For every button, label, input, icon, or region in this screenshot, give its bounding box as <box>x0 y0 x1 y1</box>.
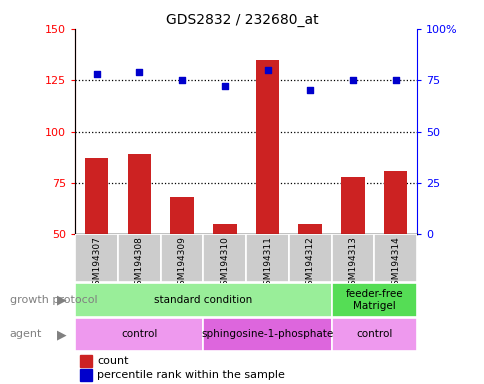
Text: GSM194314: GSM194314 <box>391 236 399 291</box>
Bar <box>127 154 151 234</box>
Text: GSM194310: GSM194310 <box>220 236 229 291</box>
Point <box>348 77 356 83</box>
Bar <box>383 170 407 234</box>
Bar <box>118 234 160 282</box>
Text: ▶: ▶ <box>57 293 67 306</box>
Point <box>263 67 271 73</box>
Bar <box>374 234 416 282</box>
Bar <box>212 224 236 234</box>
Bar <box>160 234 203 282</box>
Text: growth protocol: growth protocol <box>10 295 97 305</box>
Bar <box>80 369 92 381</box>
Text: percentile rank within the sample: percentile rank within the sample <box>97 370 285 380</box>
Point <box>135 69 143 75</box>
Bar <box>341 177 364 234</box>
Text: GDS2832 / 232680_at: GDS2832 / 232680_at <box>166 13 318 27</box>
Text: agent: agent <box>10 329 42 339</box>
Bar <box>75 234 118 282</box>
Bar <box>75 318 203 351</box>
Text: ▶: ▶ <box>57 328 67 341</box>
Text: sphingosine-1-phosphate: sphingosine-1-phosphate <box>201 329 333 339</box>
Bar <box>203 234 245 282</box>
Text: GSM194309: GSM194309 <box>177 236 186 291</box>
Bar <box>245 234 288 282</box>
Bar <box>75 283 331 317</box>
Text: GSM194311: GSM194311 <box>262 236 272 291</box>
Text: control: control <box>355 329 392 339</box>
Bar <box>331 283 416 317</box>
Point <box>220 83 228 89</box>
Text: GSM194308: GSM194308 <box>135 236 143 291</box>
Text: feeder-free
Matrigel: feeder-free Matrigel <box>345 289 402 311</box>
Bar <box>331 318 416 351</box>
Bar <box>80 355 92 367</box>
Text: standard condition: standard condition <box>154 295 252 305</box>
Point <box>306 87 314 93</box>
Bar <box>331 234 374 282</box>
Text: GSM194307: GSM194307 <box>92 236 101 291</box>
Bar <box>170 197 194 234</box>
Point <box>391 77 399 83</box>
Text: GSM194313: GSM194313 <box>348 236 357 291</box>
Point <box>92 71 100 77</box>
Bar <box>85 158 108 234</box>
Text: count: count <box>97 356 129 366</box>
Bar <box>298 224 321 234</box>
Bar <box>255 60 279 234</box>
Text: control: control <box>121 329 157 339</box>
Bar <box>288 234 331 282</box>
Text: GSM194312: GSM194312 <box>305 236 314 291</box>
Bar <box>203 318 331 351</box>
Point <box>178 77 185 83</box>
